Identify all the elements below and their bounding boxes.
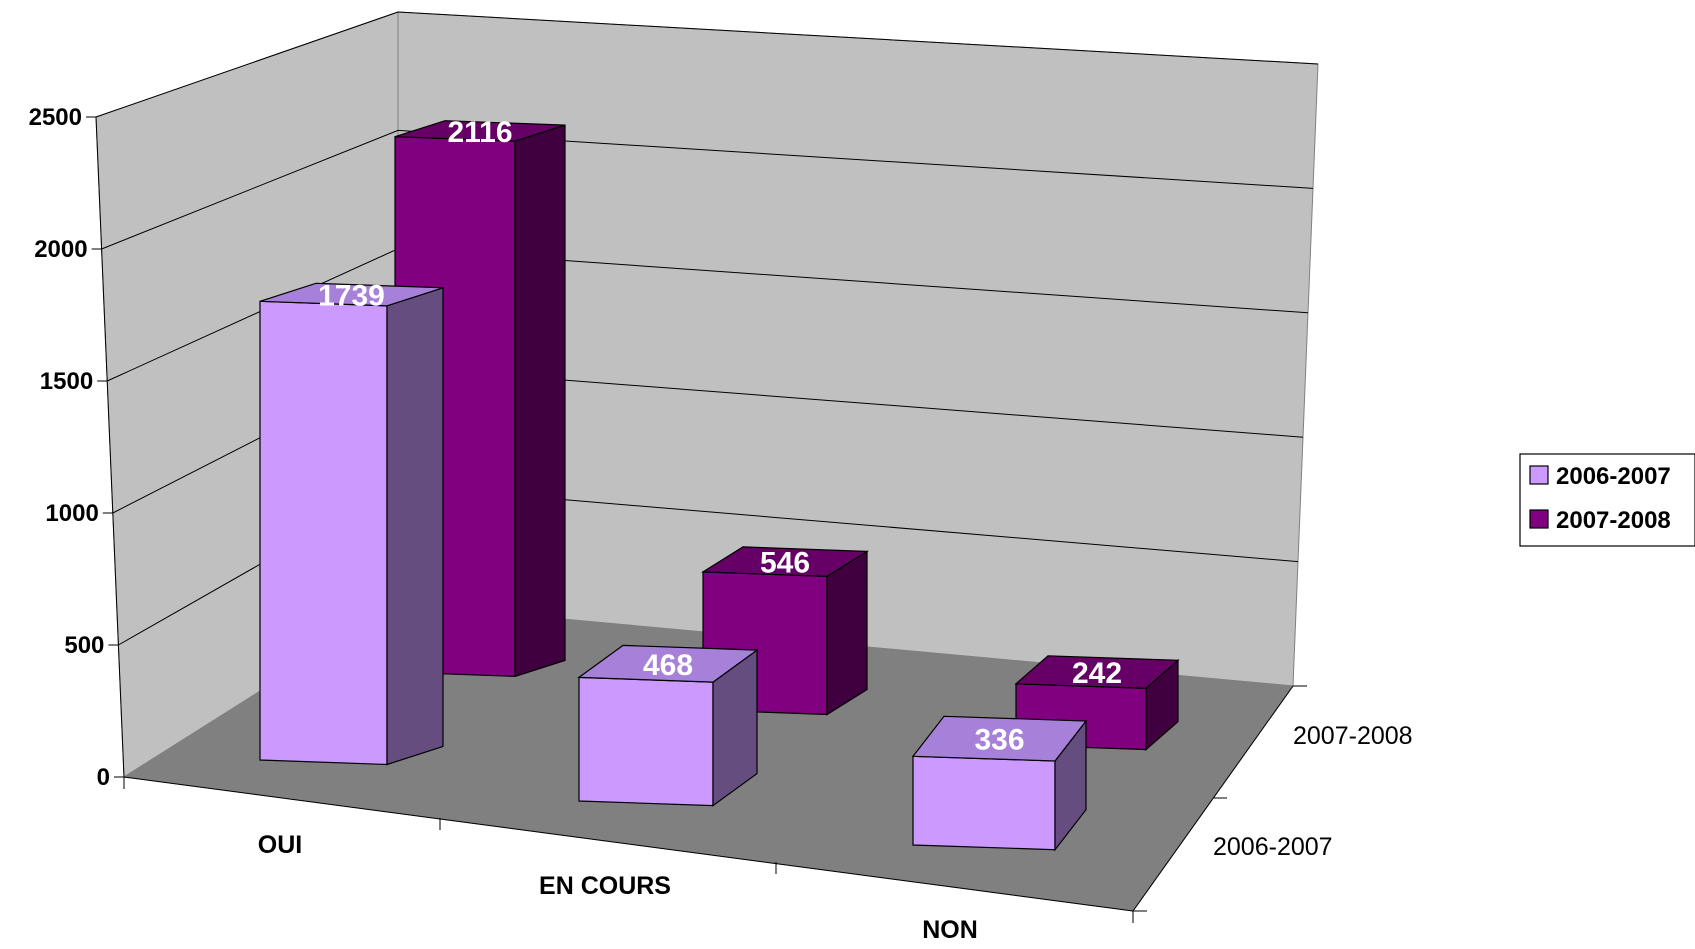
bar-top-face xyxy=(911,715,1088,762)
x-category-label: NON xyxy=(922,916,978,944)
data-label: 242 xyxy=(1072,657,1122,690)
y-axis-line xyxy=(95,116,125,778)
bar-oui-2006-2007: 1739 xyxy=(259,280,444,766)
bar-side-face xyxy=(826,550,868,716)
depth-axis-labels: 2007-2008 2006-2007 xyxy=(1213,722,1413,861)
bar-side-face xyxy=(514,124,566,678)
x-category-label: OUI xyxy=(258,831,302,859)
y-tick-label: 500 xyxy=(64,632,104,659)
x-axis-line xyxy=(123,776,1134,912)
y-tick-label: 1500 xyxy=(40,368,93,395)
x-category-label: EN COURS xyxy=(539,872,671,900)
legend-box xyxy=(1519,453,1695,547)
legend-entry: 2007-2008 xyxy=(1556,507,1671,534)
bar-front-face xyxy=(578,676,714,807)
legend: 2006-2007 2007-2008 xyxy=(1519,453,1695,547)
bar-top-face xyxy=(259,282,444,307)
y-tick-label: 2000 xyxy=(34,236,87,263)
bar-side-face xyxy=(386,286,444,766)
y-axis-ticks: 0 500 1000 1500 2000 2500 xyxy=(29,104,124,791)
data-label: 546 xyxy=(760,547,810,580)
bar-front-face xyxy=(912,755,1056,851)
y-tick-label: 0 xyxy=(97,764,110,791)
legend-entry: 2006-2007 xyxy=(1556,463,1671,490)
bar-top-face xyxy=(577,644,759,683)
data-label: 2116 xyxy=(447,116,512,149)
depth-label: 2006-2007 xyxy=(1213,833,1333,861)
data-label: 1739 xyxy=(318,280,385,313)
bar-top-face xyxy=(1014,655,1180,689)
bar-top-face xyxy=(701,546,869,578)
x-axis-categories: OUI EN COURS NON xyxy=(258,831,978,944)
gridline xyxy=(95,11,1319,118)
bar-front-face xyxy=(259,300,388,766)
legend-swatch xyxy=(1529,509,1549,529)
bar-en-cours-2006-2007: 468 xyxy=(577,644,759,807)
data-label: 468 xyxy=(643,649,693,682)
axes xyxy=(95,116,1307,923)
bars: 2116 546 242 1739 468 336 xyxy=(259,116,1180,852)
gridline xyxy=(101,129,1314,250)
depth-label: 2007-2008 xyxy=(1293,722,1413,750)
bar-top-face xyxy=(394,120,566,142)
bar-non-2006-2007: 336 xyxy=(911,715,1088,852)
y-tick-label: 2500 xyxy=(29,104,82,131)
data-label: 336 xyxy=(974,724,1024,757)
y-tick-label: 1000 xyxy=(45,500,98,527)
legend-swatch xyxy=(1529,465,1549,485)
